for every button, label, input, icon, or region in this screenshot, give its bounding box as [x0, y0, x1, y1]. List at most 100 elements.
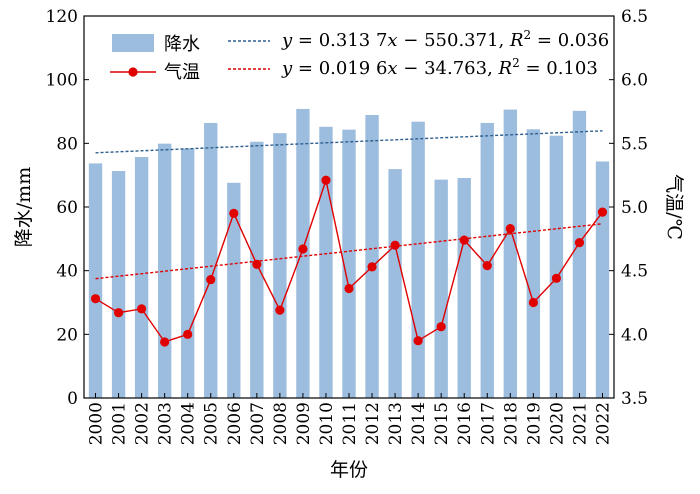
bar-precip-2007	[250, 141, 264, 399]
left-tick-label-100: 100	[46, 71, 78, 91]
temp-point-2018	[505, 224, 515, 234]
trend-equation-temperature: y = 0.019 6x − 34.763, R2 = 0.103	[281, 56, 598, 79]
x-tick-label-2012: 2012	[363, 402, 383, 445]
x-tick-label-2021: 2021	[570, 402, 590, 445]
legend-marker-temperature	[128, 67, 138, 77]
right-tick-label-5.5: 5.5	[621, 134, 648, 154]
temp-point-2003	[160, 337, 170, 347]
temp-point-2014	[413, 336, 423, 346]
bar-precip-2004	[181, 148, 195, 398]
temp-point-2006	[229, 208, 239, 218]
trend-equation-part: = 0.019 6	[292, 58, 387, 79]
x-tick-label-2009: 2009	[294, 402, 314, 445]
x-tick-label-2019: 2019	[524, 402, 544, 445]
right-tick-label-5.0: 5.0	[621, 198, 648, 218]
bar-precip-2001	[111, 171, 126, 398]
bar-precip-2013	[388, 169, 402, 398]
temp-point-2012	[367, 262, 377, 272]
temp-point-2009	[298, 244, 308, 254]
bar-precip-2006	[227, 182, 241, 398]
x-tick-label-2004: 2004	[179, 402, 199, 445]
trend-equation-part: x	[387, 30, 397, 51]
temp-point-2007	[252, 259, 262, 269]
left-tick-label-60: 60	[56, 198, 78, 218]
bar-precip-2018	[503, 109, 517, 398]
temp-point-2011	[344, 283, 354, 294]
bar-precip-2003	[157, 143, 172, 398]
legend-label-temperature: 气温	[164, 62, 200, 83]
temp-point-2013	[390, 240, 400, 250]
temp-point-2004	[183, 329, 193, 339]
temp-point-2005	[206, 274, 216, 285]
left-tick-label-0: 0	[67, 389, 78, 409]
bar-precip-2011	[342, 129, 356, 398]
x-tick-label-2020: 2020	[547, 402, 567, 445]
bar-precip-2017	[480, 122, 494, 399]
temp-point-2017	[482, 260, 492, 271]
left-tick-label-40: 40	[56, 262, 78, 282]
x-tick-label-2010: 2010	[317, 402, 337, 445]
bar-precip-2020	[549, 135, 564, 398]
x-tick-label-2015: 2015	[432, 402, 452, 445]
temp-point-2022	[597, 207, 608, 217]
x-tick-label-2007: 2007	[248, 402, 268, 445]
temp-point-2016	[459, 235, 469, 245]
x-tick-label-2001: 2001	[110, 402, 130, 445]
temp-point-2008	[275, 305, 285, 315]
trend-equation-part: 2	[512, 56, 520, 70]
trend-equation-part: y	[281, 58, 293, 79]
bar-precip-2021	[572, 110, 587, 399]
trend-equation-precipitation: y = 0.313 7x − 550.371, R2 = 0.036	[281, 28, 609, 51]
precipitation-bars	[88, 108, 610, 399]
x-tick-label-2013: 2013	[386, 402, 406, 445]
trend-equation-part: R	[498, 58, 513, 79]
right-axis-title: 气温/℃	[663, 174, 685, 240]
bar-precip-2010	[319, 126, 333, 398]
bar-precip-2012	[365, 115, 379, 398]
trend-equation-part: 2	[524, 28, 532, 42]
right-tick-label-6.5: 6.5	[621, 7, 648, 27]
bar-precip-2016	[457, 178, 471, 398]
right-tick-label-3.5: 3.5	[621, 389, 648, 409]
x-axis-title: 年份	[330, 459, 368, 481]
x-tick-label-2011: 2011	[340, 402, 360, 445]
legend-swatch-precipitation	[112, 34, 154, 52]
temp-point-2020	[551, 273, 561, 283]
x-tick-label-2014: 2014	[409, 402, 429, 445]
bar-precip-2022	[595, 161, 610, 398]
bar-precip-2008	[273, 133, 287, 398]
temp-point-2001	[113, 308, 124, 318]
bar-precip-2002	[134, 157, 149, 398]
bar-precip-2014	[411, 121, 425, 398]
left-tick-label-120: 120	[46, 7, 78, 27]
x-tick-label-2016: 2016	[455, 402, 475, 445]
trend-equation-part: x	[387, 58, 397, 79]
x-tick-label-2006: 2006	[225, 402, 245, 445]
trend-equation-part: y	[281, 30, 293, 51]
left-tick-label-80: 80	[56, 134, 78, 154]
x-tick-label-2003: 2003	[156, 402, 176, 445]
x-tick-label-2017: 2017	[478, 402, 498, 445]
left-tick-label-20: 20	[56, 325, 78, 345]
trend-equation-part: − 34.763,	[398, 58, 499, 79]
temperature-line-layer	[90, 175, 608, 347]
trend-equation-part: R	[509, 30, 524, 51]
trend-equation-part: = 0.313 7	[292, 30, 387, 51]
trend-lines	[95, 130, 603, 280]
legend-label-precipitation: 降水	[164, 34, 200, 55]
trend-equation-part: = 0.103	[520, 58, 598, 79]
x-tick-label-2022: 2022	[593, 402, 613, 445]
temp-point-2002	[137, 304, 147, 314]
bar-precip-2005	[204, 122, 218, 399]
right-tick-label-4.0: 4.0	[621, 325, 648, 345]
trend-equation-part: − 550.371,	[398, 30, 510, 51]
right-tick-label-6.0: 6.0	[621, 71, 648, 91]
x-tick-label-2002: 2002	[133, 402, 153, 445]
trendline-precipitation	[95, 130, 603, 154]
temp-point-2010	[321, 175, 331, 185]
bar-precip-2019	[526, 129, 541, 398]
left-axis-title: 降水/mm	[13, 167, 35, 247]
